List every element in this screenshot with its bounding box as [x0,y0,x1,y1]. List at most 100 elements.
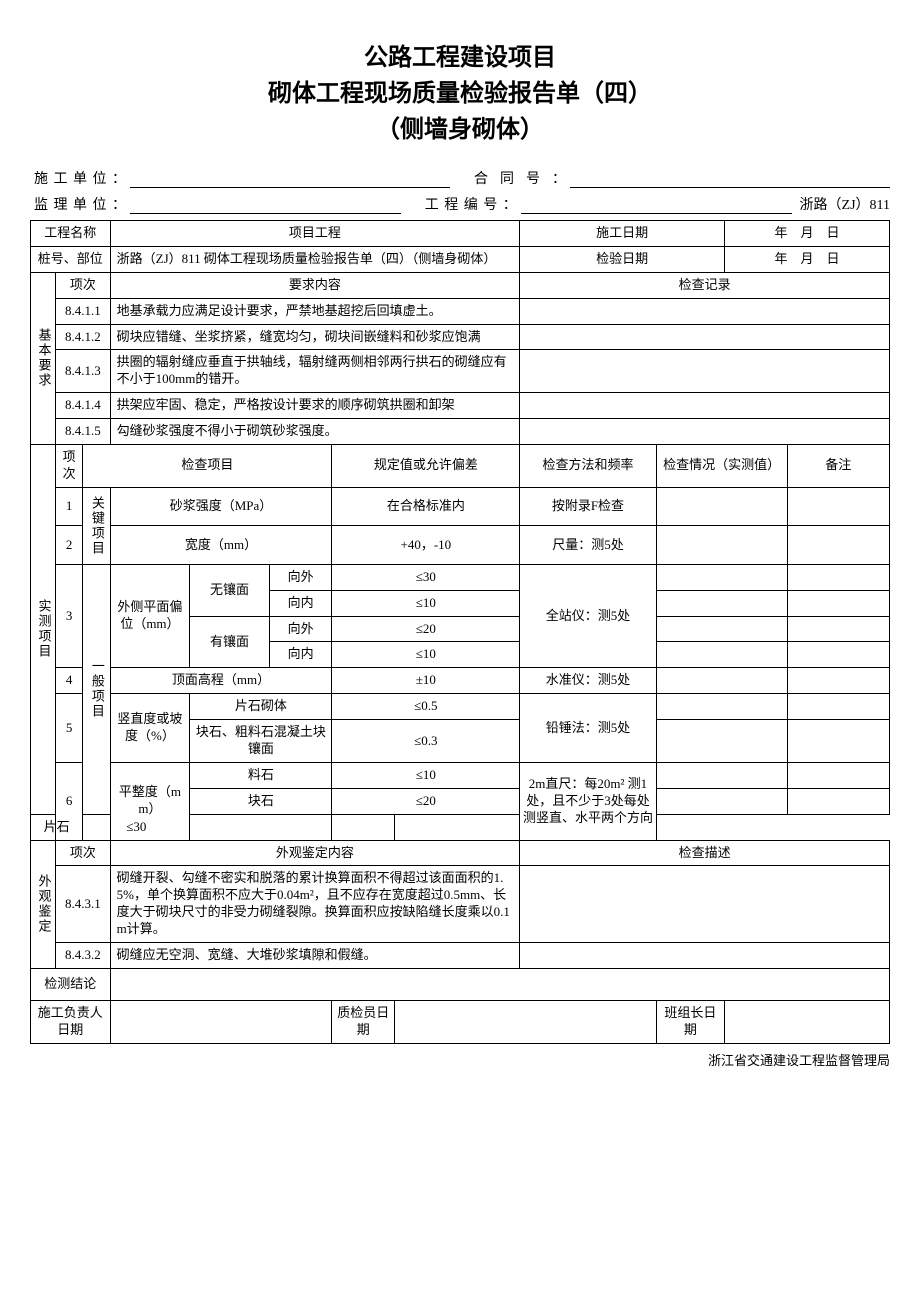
m3-sub2: 有镶面 [190,616,270,668]
m3-v3: ≤20 [332,616,520,642]
conclusion-row: 检测结论 [31,968,890,1000]
construction-unit-label: 施工单位： [30,168,130,188]
basic-rec-2 [520,324,890,350]
measure-col-item: 检查项目 [83,445,332,488]
m2-item: 宽度（mm） [110,526,332,565]
m2-remark [787,526,889,565]
meta-row-2: 监理单位： 工程编号： 浙路（ZJ）811 [30,194,890,214]
basic-row-2: 8.4.1.2 砌块应错缝、坐浆挤紧，缝宽均匀，砌块间嵌缝料和砂浆应饱满 [31,324,890,350]
project-no-label: 工程编号： [421,194,521,214]
m6-s2: 块石 [190,788,332,814]
appearance-row-2: 8.4.3.2 砌缝应无空洞、宽缝、大堆砂浆填隙和假缝。 [31,943,890,969]
m4-method: 水准仪：测5处 [520,668,657,694]
m5-item: 竖直度或坡度（%） [110,694,190,763]
basic-req-5: 勾缝砂浆强度不得小于砌筑砂浆强度。 [110,419,520,445]
m3-d2: 向内 [269,590,332,616]
basic-no-5: 8.4.1.5 [56,419,111,445]
m3-res4 [656,642,787,668]
key-label: 关键项目 [83,487,110,564]
m6-rem2 [787,788,889,814]
app-no-1: 8.4.3.1 [56,866,111,943]
m2-no: 2 [56,526,83,565]
construct-date-value: 年 月 日 [724,221,889,247]
app-content-1: 砌缝开裂、勾缝不密实和脱落的累计换算面积不得超过该面面积的1.5%，单个换算面积… [110,866,520,943]
m1-spec: 在合格标准内 [332,487,520,526]
measure-row-4: 4 顶面高程（mm） ±10 水准仪：测5处 [31,668,890,694]
m2-result [656,526,787,565]
measure-col-no: 项次 [56,445,83,488]
appearance-side-label: 外观鉴定 [31,840,56,968]
basic-row-3: 8.4.1.3 拱圈的辐射缝应垂直于拱轴线，辐射缝两侧相邻两行拱石的砌缝应有不小… [31,350,890,393]
m5-res1 [656,694,787,720]
m5-method: 铅锤法：测5处 [520,694,657,763]
main-table: 工程名称 项目工程 施工日期 年 月 日 桩号、部位 浙路（ZJ）811 砌体工… [30,220,890,1044]
sign-row: 施工负责人日期 质检员日期 班组长日期 [31,1000,890,1043]
construction-unit-value [130,170,450,188]
title-l3: （侧墙身砌体） [30,112,890,148]
basic-col-req: 要求内容 [110,272,520,298]
m6-v2: ≤20 [332,788,520,814]
basic-req-4: 拱架应牢固、稳定，严格按设计要求的顺序砌筑拱圈和卸架 [110,393,520,419]
m5-s1: 片石砌体 [190,694,332,720]
project-name-value: 项目工程 [110,221,520,247]
meta-row-1: 施工单位： 合同号： [30,168,890,188]
sign-c2-value [395,1000,657,1043]
m6-rem1 [787,762,889,788]
app-desc-2 [520,943,890,969]
inspect-date-label: 检验日期 [520,246,725,272]
m6-v1: ≤10 [332,762,520,788]
basic-col-rec: 检查记录 [520,272,890,298]
m5-no: 5 [56,694,83,763]
measure-col-remark: 备注 [787,445,889,488]
m6-res3 [190,814,332,840]
app-col-desc: 检查描述 [520,840,890,866]
basic-rec-4 [520,393,890,419]
construct-date-label: 施工日期 [520,221,725,247]
station-label: 桩号、部位 [31,246,111,272]
conclusion-label: 检测结论 [31,968,111,1000]
footer-note: 浙江省交通建设工程监督管理局 [30,1050,890,1069]
m5-rem1 [787,694,889,720]
m3-d3: 向外 [269,616,332,642]
basic-row-1: 8.4.1.1 地基承载力应满足设计要求，严禁地基超挖后回填虚土。 [31,298,890,324]
m3-sub1: 无镶面 [190,564,270,616]
m5-s2: 块石、粗料石混凝土块镶面 [190,720,332,763]
sign-c1-label: 施工负责人日期 [31,1000,111,1043]
basic-rec-3 [520,350,890,393]
basic-no-2: 8.4.1.2 [56,324,111,350]
m3-v4: ≤10 [332,642,520,668]
app-desc-1 [520,866,890,943]
head-row-1: 工程名称 项目工程 施工日期 年 月 日 [31,221,890,247]
basic-req-3: 拱圈的辐射缝应垂直于拱轴线，辐射缝两侧相邻两行拱石的砌缝应有不小于100mm的错… [110,350,520,393]
m3-no: 3 [56,564,83,668]
measure-header: 实测项目 项次 检查项目 规定值或允许偏差 检查方法和频率 检查情况（实测值） … [31,445,890,488]
contract-no-label: 合同号： [470,168,570,188]
inspect-date-value: 年 月 日 [724,246,889,272]
app-col-content: 外观鉴定内容 [110,840,520,866]
basic-req-2: 砌块应错缝、坐浆挤紧，缝宽均匀，砌块间嵌缝料和砂浆应饱满 [110,324,520,350]
measure-row-6a: 6 平整度（mm） 料石 ≤10 2m直尺：每20m² 测1处，且不少于3处每处… [31,762,890,788]
measure-side-label: 实测项目 [31,445,56,815]
sign-c3-value [724,1000,889,1043]
basic-req-1: 地基承载力应满足设计要求，严禁地基超挖后回填虚土。 [110,298,520,324]
basic-no-1: 8.4.1.1 [56,298,111,324]
m3-res1 [656,564,787,590]
m3-rem1 [787,564,889,590]
head-row-2: 桩号、部位 浙路（ZJ）811 砌体工程现场质量检验报告单（四）（侧墙身砌体） … [31,246,890,272]
basic-header: 基本要求 项次 要求内容 检查记录 [31,272,890,298]
m5-rem2 [787,720,889,763]
measure-col-method: 检查方法和频率 [520,445,657,488]
m3-method: 全站仪：测5处 [520,564,657,668]
conclusion-value [110,968,889,1000]
appearance-header: 外观鉴定 项次 外观鉴定内容 检查描述 [31,840,890,866]
contract-no-value [570,170,890,188]
basic-no-3: 8.4.1.3 [56,350,111,393]
station-value: 浙路（ZJ）811 砌体工程现场质量检验报告单（四）（侧墙身砌体） [110,246,520,272]
m3-res2 [656,590,787,616]
basic-side-label: 基本要求 [31,272,56,444]
form-code: 浙路（ZJ）811 [792,194,890,214]
m1-no: 1 [56,487,83,526]
m4-remark [787,668,889,694]
m4-spec: ±10 [332,668,520,694]
m5-res2 [656,720,787,763]
